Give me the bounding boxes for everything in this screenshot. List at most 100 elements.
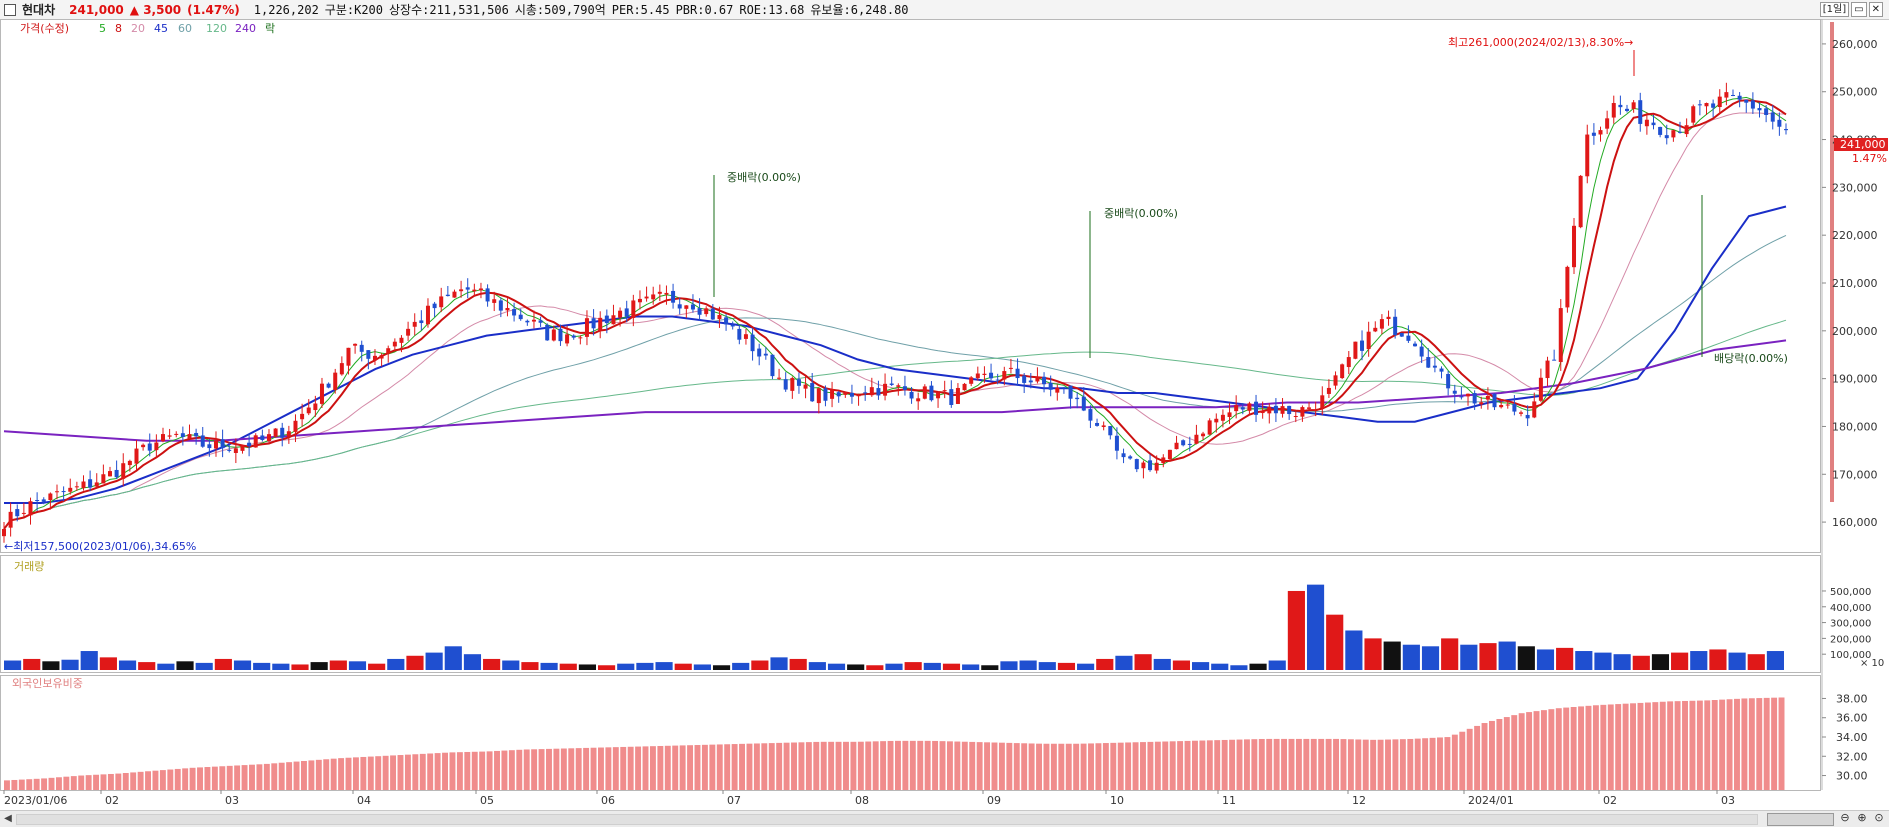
volume-bar <box>1728 652 1746 670</box>
volume-bar <box>233 660 252 670</box>
foreign-bar <box>1281 738 1288 790</box>
foreign-bar <box>1102 743 1109 790</box>
candle-body <box>1128 456 1133 459</box>
foreign-bar <box>880 741 887 790</box>
price-tick-label: 230,000 <box>1832 181 1878 194</box>
candle-body <box>1499 405 1504 408</box>
volume-bar <box>770 657 788 670</box>
close-icon[interactable]: ✕ <box>1868 2 1883 17</box>
zoom-reset-icon[interactable]: ⊙ <box>1874 811 1884 824</box>
foreign-bar <box>100 774 107 790</box>
candle-body <box>1307 407 1312 409</box>
volume-bar <box>1038 662 1056 670</box>
candle-body <box>1002 371 1007 380</box>
candle-body <box>1413 343 1418 347</box>
foreign-bar <box>1429 737 1436 790</box>
foreign-bar <box>1756 698 1763 790</box>
zoom-in-icon[interactable]: ⊕ <box>1857 811 1867 824</box>
select-checkbox[interactable] <box>4 3 16 16</box>
price-tick-label: 220,000 <box>1832 229 1878 242</box>
foreign-bar <box>323 759 330 790</box>
price-tick-label: 200,000 <box>1832 325 1878 338</box>
foreign-bar <box>590 747 597 790</box>
foreign-bar <box>657 745 664 790</box>
foreign-bar <box>85 775 92 790</box>
candle-body <box>1750 100 1755 109</box>
candle-body <box>1737 95 1742 100</box>
candle-body <box>584 318 589 337</box>
candle-body <box>127 460 132 466</box>
foreign-bar <box>523 749 530 790</box>
candle-body <box>233 448 238 453</box>
volume-bar <box>99 657 117 670</box>
candle-body <box>889 383 894 385</box>
candle-body <box>1293 416 1298 418</box>
foreign-bar <box>1192 740 1198 790</box>
volume-bar <box>981 665 999 670</box>
candle-body <box>240 445 245 451</box>
scroll-left-icon[interactable]: ◀ <box>4 813 12 824</box>
foreign-bar <box>1622 703 1629 790</box>
volume-bar <box>1249 663 1267 670</box>
foreign-bar <box>115 773 122 790</box>
candle-body <box>81 481 86 489</box>
foreign-bar <box>1318 738 1325 790</box>
foreign-bar <box>820 741 827 790</box>
candle-body <box>571 335 576 338</box>
foreign-bar <box>4 780 10 790</box>
volume-bar <box>195 662 213 670</box>
candle-body <box>8 511 13 528</box>
price-legend-7: 240 <box>235 22 256 35</box>
candle-body <box>35 500 40 502</box>
candle-body <box>1254 401 1259 415</box>
foreign-bar <box>1652 702 1659 790</box>
foreign-bar <box>55 777 62 790</box>
candle-body <box>207 444 212 449</box>
ma60-line <box>3 234 1787 530</box>
restore-icon[interactable]: ▭ <box>1851 2 1867 17</box>
foreign-bar <box>791 742 797 790</box>
candle-body <box>989 372 994 379</box>
foreign-bar <box>1340 739 1347 790</box>
category-label: 구분:K200 <box>324 3 384 17</box>
foreign-bar <box>174 768 181 790</box>
volume-bar <box>1306 584 1325 670</box>
foreign-bar <box>1266 738 1273 790</box>
volume-bar <box>23 658 41 670</box>
foreign-bar <box>1630 703 1636 790</box>
foreign-bar <box>1481 723 1488 790</box>
volume-bar <box>42 661 60 670</box>
foreign-bar <box>687 745 694 790</box>
foreign-bar <box>1563 707 1570 790</box>
candle-body <box>1777 119 1782 127</box>
volume-bar <box>674 663 692 670</box>
stock-chart[interactable]: 160,000 170,000 180,000 190,000 200,000 210,0… <box>0 0 1889 810</box>
candle-body <box>1432 365 1437 368</box>
candle-body <box>830 389 835 399</box>
foreign-bar <box>568 748 575 790</box>
foreign-bar <box>1310 738 1317 790</box>
scroll-thumb[interactable] <box>1767 813 1834 826</box>
scroll-bar[interactable]: ◀ ⊖ ⊕ ⊙ <box>0 810 1889 827</box>
candle-body <box>558 328 563 342</box>
candle-body <box>1664 135 1669 139</box>
stock-name[interactable]: 현대차 <box>22 3 56 17</box>
foreign-bar <box>1088 743 1094 790</box>
candle-body <box>796 379 801 386</box>
candle-body <box>1008 367 1013 369</box>
scroll-track[interactable] <box>16 814 1758 825</box>
zoom-out-icon[interactable]: ⊖ <box>1840 811 1850 824</box>
foreign-bar <box>813 741 820 790</box>
candle-body <box>386 348 391 354</box>
volume-bar <box>1211 663 1229 670</box>
volume-bar <box>885 663 903 670</box>
foreign-bar <box>1050 743 1057 790</box>
candle-body <box>803 384 808 389</box>
x-tick-label: 09 <box>987 794 1001 807</box>
foreign-bar <box>1370 739 1377 790</box>
candle-body <box>1459 396 1464 398</box>
foreign-bar <box>1347 739 1354 790</box>
period-button[interactable]: [1일] <box>1819 2 1850 17</box>
foreign-bar <box>887 740 894 790</box>
foreign-bar <box>895 740 901 790</box>
